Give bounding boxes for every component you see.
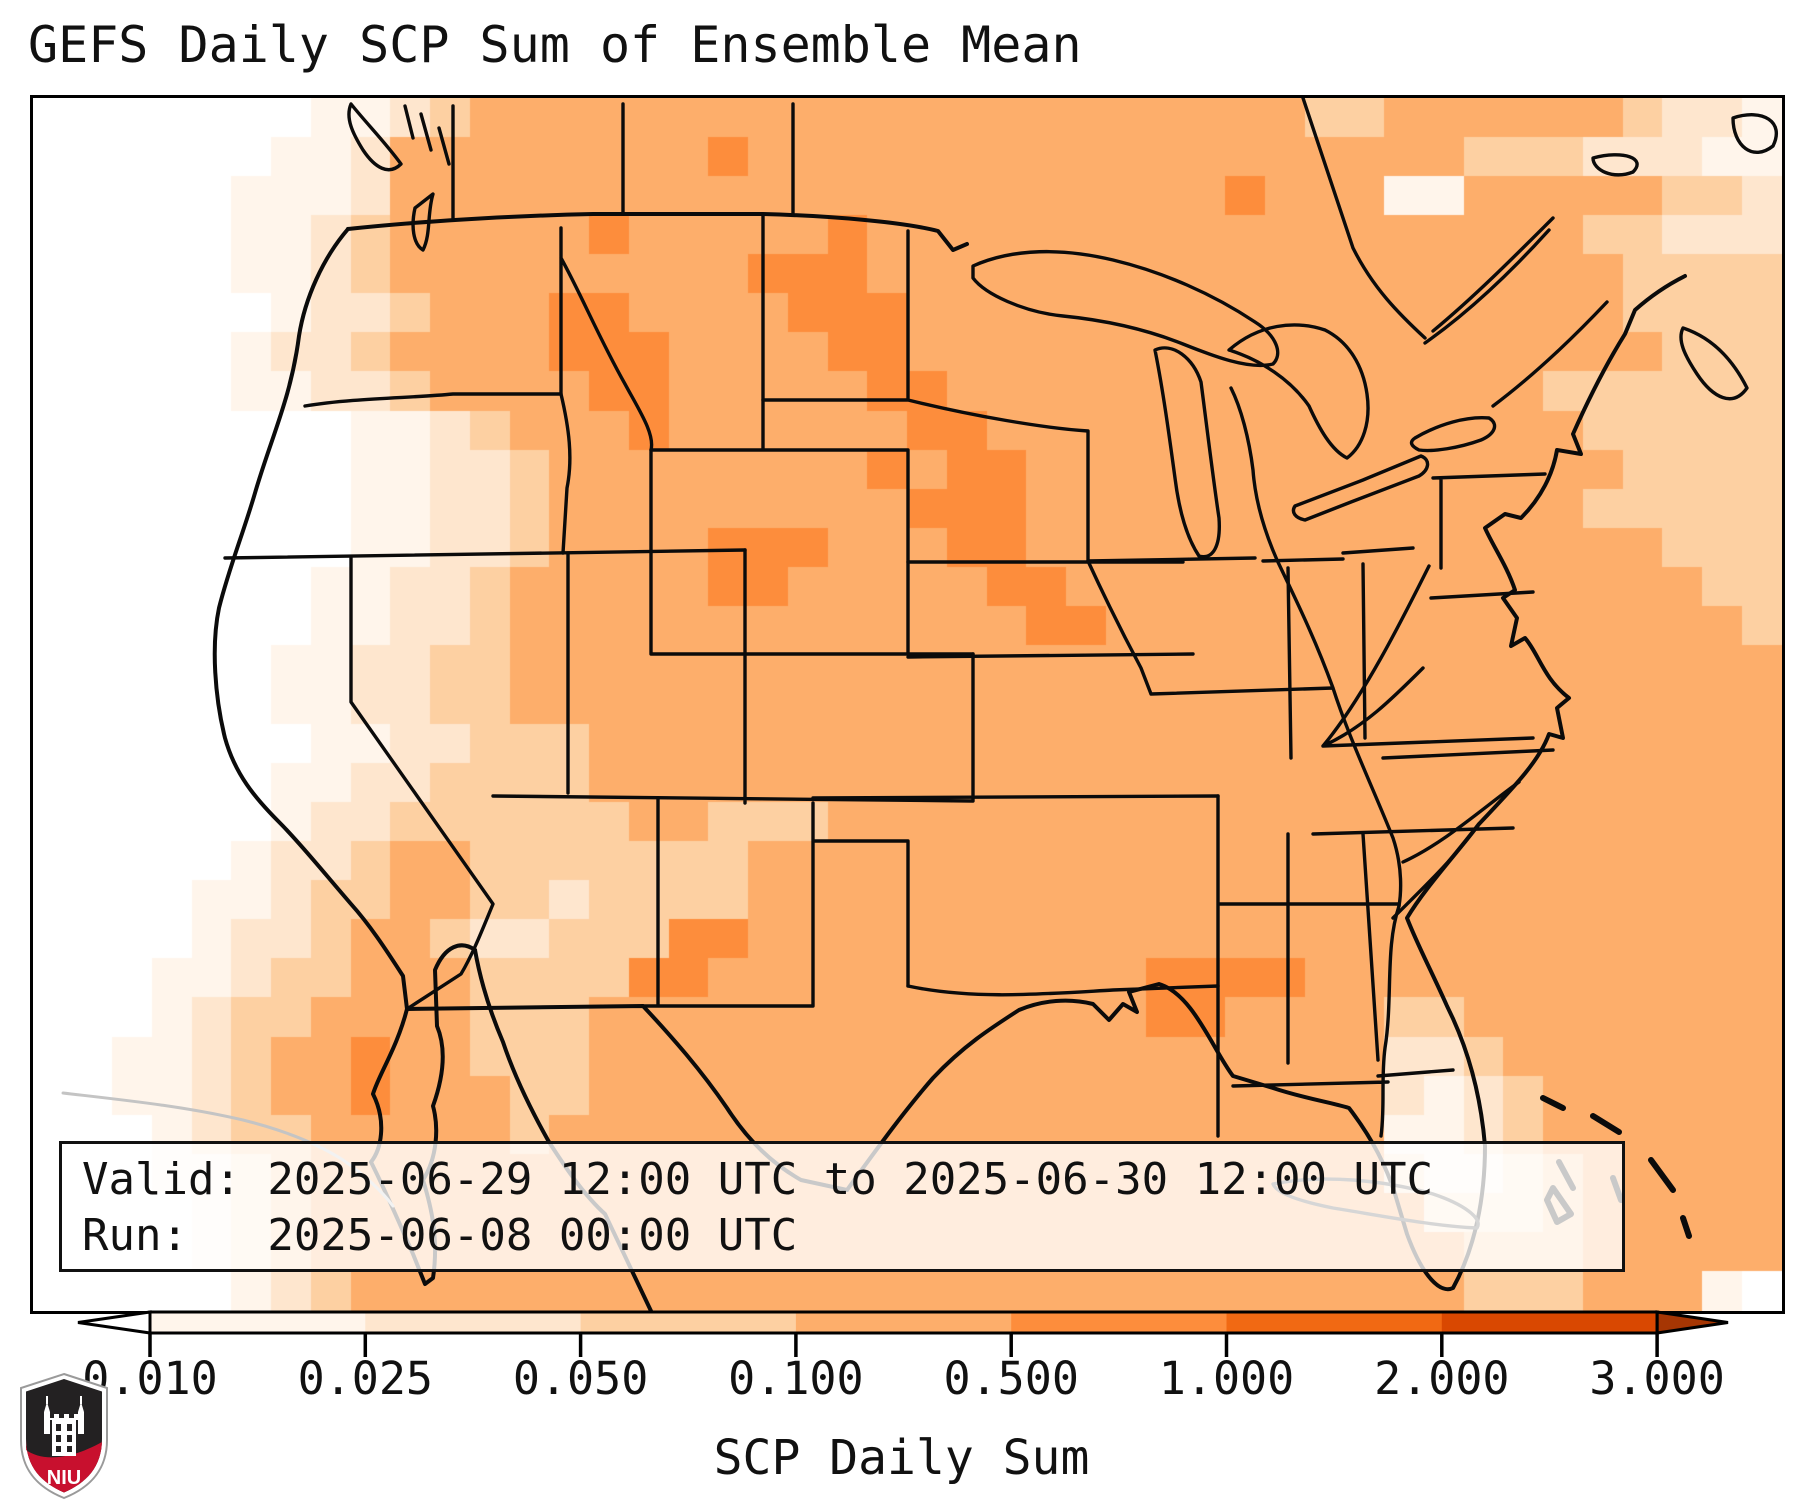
iowa-missouri-borders [1086,386,1403,988]
lake-ontario [1409,415,1497,453]
colorbar-tick-1.000: 1.000 [1158,1352,1295,1405]
colorbar-tick-0.050: 0.050 [512,1352,649,1405]
state-and-coast-borders [61,98,1779,1311]
california-nevada-border [349,556,495,1011]
us-scp-map [30,95,1785,1314]
run-time-text: Run: 2025-06-08 00:00 UTC [82,1210,798,1261]
colorbar-tick-2.000: 2.000 [1374,1352,1510,1405]
logo-niu-text: NIU [47,1467,81,1489]
castle-windows [56,1424,72,1452]
colorbar-tick-3.000: 3.000 [1589,1352,1725,1405]
dakotas-nebraska-kansas-borders [761,229,1220,800]
colorbar-tick-0.025: 0.025 [297,1352,434,1405]
colorbar-axis-label: SCP Daily Sum [713,1430,1090,1486]
lake-huron [1227,323,1370,460]
arkansas-louisiana-borders [1231,904,1401,1138]
pacific-coastline [212,227,409,1011]
us-canada-border [346,212,969,252]
oklahoma-texas-borders [906,984,1220,1138]
logo-red-swoosh [26,1439,102,1493]
vancouver-island [347,102,451,252]
nova-scotia-and-islands [1591,113,1779,401]
idaho-borders [559,226,654,555]
lake-superior [971,249,1280,368]
colorbar-tick-0.500: 0.500 [943,1352,1079,1405]
valid-run-info-box: Valid: 2025-06-29 12:00 UTC to 2025-06-3… [59,1141,1625,1272]
pennsylvania-newyork-borders [1429,472,1547,600]
scp-colorbar [77,1310,1729,1357]
st-lawrence-river [1423,216,1609,408]
colorbar-tick-0.100: 0.100 [728,1352,864,1405]
page-title: GEFS Daily SCP Sum of Ensemble Mean [28,16,1082,74]
lake-michigan [1153,346,1221,559]
wa-or-border [303,392,563,408]
wisconsin-illinois-borders [1261,546,1415,760]
niu-logo: NIU [20,1372,108,1500]
lake-erie [1291,454,1430,522]
province-borders [451,98,1427,340]
southeast-borders [1286,748,1555,1078]
42nd-parallel [223,548,747,560]
valid-time-text: Valid: 2025-06-29 12:00 UTC to 2025-06-3… [82,1154,1434,1205]
az-nm-tx-borders [641,796,910,1008]
montana-wyoming-borders [649,214,975,656]
gulf-and-atlantic-coastline [845,274,1687,1292]
nevada-utah-colorado-borders [491,548,975,805]
ohio-river-kentucky [1311,564,1535,836]
